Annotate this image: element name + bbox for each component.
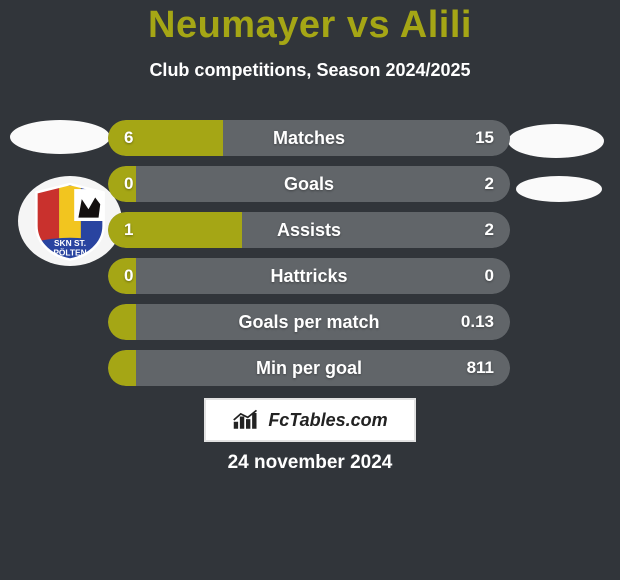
- player-left-avatar: [10, 120, 110, 154]
- stat-right-fill: [136, 350, 510, 386]
- player-left-name: Neumayer: [148, 4, 336, 46]
- brand-box: FcTables.com: [204, 398, 416, 442]
- stat-row: Min per goal811: [108, 350, 510, 386]
- comparison-infographic: Neumayer vs Alili Club competitions, Sea…: [0, 0, 620, 580]
- stat-right-fill: [242, 212, 510, 248]
- stat-right-fill: [482, 258, 510, 294]
- player-right-name: Alili: [400, 4, 472, 46]
- club-left-badge: SKN ST. PÖLTEN: [18, 176, 122, 266]
- brand-chart-icon: [232, 409, 260, 431]
- stat-row: 6Matches15: [108, 120, 510, 156]
- stat-right-fill: [223, 120, 510, 156]
- stat-left-fill: [108, 212, 242, 248]
- stat-row: 1Assists2: [108, 212, 510, 248]
- subtitle: Club competitions, Season 2024/2025: [0, 60, 620, 81]
- stat-track: [108, 258, 510, 294]
- stat-left-fill: [108, 166, 136, 202]
- club-right-badge-placeholder: [516, 176, 602, 202]
- stat-row: 0Hattricks0: [108, 258, 510, 294]
- shield-icon: SKN ST. PÖLTEN: [28, 179, 112, 263]
- stat-left-fill: [108, 304, 136, 340]
- stat-right-fill: [136, 166, 510, 202]
- stat-right-fill: [136, 304, 510, 340]
- stat-left-fill: [108, 350, 136, 386]
- page-title: Neumayer vs Alili: [0, 4, 620, 47]
- stats-bars: 6Matches15 0Goals2 1Assists2 0Hattricks0 Goa…: [108, 120, 510, 396]
- stat-row: 0Goals2: [108, 166, 510, 202]
- vs-text: vs: [347, 4, 390, 46]
- stat-left-fill: [108, 120, 223, 156]
- svg-text:PÖLTEN: PÖLTEN: [53, 247, 86, 257]
- player-right-avatar: [508, 124, 604, 158]
- stat-row: Goals per match0.13: [108, 304, 510, 340]
- stat-left-fill: [108, 258, 136, 294]
- footer-date: 24 november 2024: [0, 452, 620, 474]
- brand-name: FcTables.com: [268, 410, 387, 431]
